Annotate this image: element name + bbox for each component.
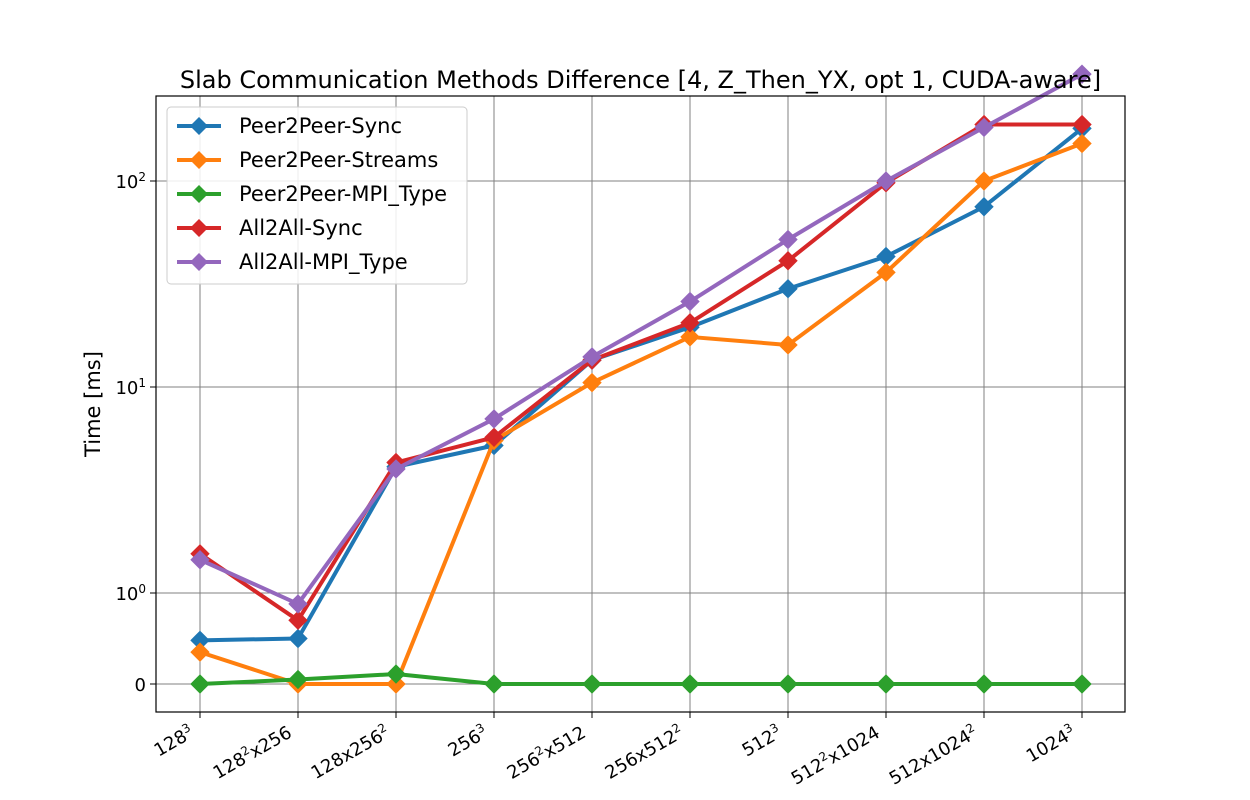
series-peer2peer-mpi-type	[190, 664, 1092, 694]
legend-swatch-marker	[190, 151, 208, 169]
data-point	[876, 171, 896, 191]
data-point	[386, 459, 406, 479]
y-tick-label: 102	[115, 170, 146, 193]
data-point	[190, 642, 210, 662]
data-point	[680, 291, 700, 312]
x-tick-label: 128x2562	[307, 720, 394, 783]
legend-swatch-marker	[190, 253, 208, 271]
data-point	[876, 262, 896, 283]
y-tick-label: 100	[115, 582, 146, 605]
data-point	[190, 674, 210, 694]
data-point	[778, 279, 798, 299]
legend-swatch-marker	[190, 185, 208, 203]
data-point	[680, 674, 700, 694]
legend-entry-label: All2All-MPI_Type	[239, 250, 408, 275]
x-tick-label: 256x5122	[601, 720, 688, 783]
data-point	[484, 674, 504, 694]
x-tick-label: 512x10242	[885, 720, 982, 789]
data-point	[582, 674, 602, 694]
x-tick-label: 2563	[444, 720, 492, 761]
data-point	[386, 664, 406, 684]
y-axis-label: Time [ms]	[81, 351, 105, 458]
data-point	[190, 550, 210, 570]
series-all2all-mpi-type	[190, 64, 1092, 614]
data-point	[778, 229, 798, 250]
data-point	[876, 674, 896, 694]
x-tick-label: 1282x256	[209, 720, 296, 783]
data-point	[582, 372, 602, 393]
legend-swatch-marker	[190, 219, 208, 237]
legend-entry-label: Peer2Peer-Sync	[239, 114, 402, 138]
data-point	[288, 594, 308, 614]
series-line	[199, 126, 1084, 643]
data-point	[288, 669, 308, 690]
data-point	[974, 674, 994, 694]
legend-entry-label: All2All-Sync	[239, 216, 363, 240]
legend-entry-label: Peer2Peer-MPI_Type	[239, 182, 447, 207]
data-point	[778, 674, 798, 694]
data-point	[974, 197, 994, 217]
legend-entry-label: Peer2Peer-Streams	[239, 148, 438, 172]
data-point	[484, 409, 504, 429]
x-tick-label: 1283	[150, 720, 198, 761]
data-point	[778, 251, 798, 271]
data-point	[386, 674, 406, 694]
data-point	[1072, 674, 1092, 694]
data-point	[288, 610, 308, 631]
data-point	[288, 628, 308, 649]
data-point	[680, 313, 700, 333]
legend: Peer2Peer-Sync Peer2Peer-Streams Peer2Peer…	[166, 106, 468, 285]
y-tick-label: 0	[135, 675, 146, 696]
chart-title: Slab Communication Methods Difference [4…	[180, 66, 1101, 94]
legend-swatch-marker	[190, 117, 208, 135]
data-point	[484, 427, 504, 447]
x-tick-label: 5122x1024	[787, 720, 884, 789]
series-line	[199, 671, 1082, 686]
data-point	[1072, 64, 1092, 84]
series-line	[199, 72, 1083, 606]
data-point	[1072, 133, 1092, 154]
data-point	[582, 347, 602, 367]
data-point	[680, 327, 700, 347]
legend-box	[166, 106, 468, 285]
data-point	[974, 117, 994, 138]
series-peer2peer-streams	[190, 133, 1092, 694]
x-tick-label: 2562x512	[503, 720, 590, 783]
x-tick-label: 10243	[1022, 720, 1080, 767]
plot-lines	[190, 64, 1092, 694]
plot-frame	[155, 95, 1126, 713]
series-line	[199, 141, 1083, 686]
x-tick-label: 5123	[738, 720, 786, 761]
data-point	[1072, 114, 1092, 135]
data-point	[778, 335, 798, 355]
y-tick-label: 101	[115, 376, 146, 399]
data-point	[974, 171, 994, 191]
